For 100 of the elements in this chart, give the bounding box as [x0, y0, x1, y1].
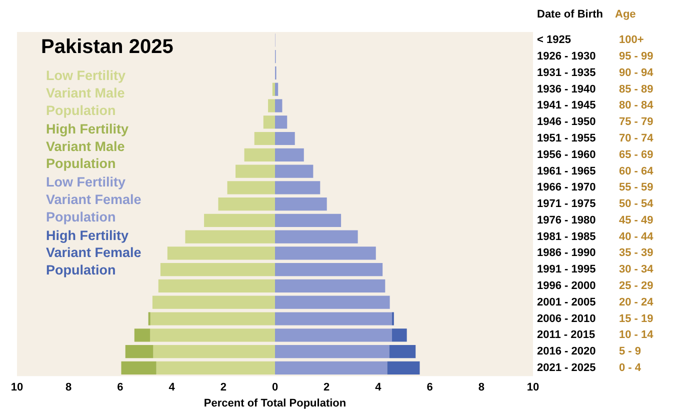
- y-tick-label: 45 - 49: [619, 214, 654, 226]
- y-tick-label: 40 - 44: [619, 230, 654, 243]
- y2-tick-label: 2011 - 2015: [537, 329, 596, 342]
- y-tick-label: 25 - 29: [619, 280, 654, 292]
- x-tick-label: 6: [426, 382, 433, 394]
- y2-tick-label: 1951 - 1955: [537, 132, 596, 145]
- bar: [275, 246, 376, 260]
- bar: [275, 132, 295, 146]
- x-tick-label: 8: [66, 382, 72, 394]
- y-tick-label: 35 - 39: [619, 247, 654, 260]
- bar: [125, 344, 154, 358]
- x-tick-label: 10: [526, 382, 540, 394]
- y2-tick-label: 1956 - 1960: [537, 148, 596, 161]
- y-tick-label: 55 - 59: [619, 182, 654, 194]
- text: High Fertility Variant Male Population: [46, 121, 132, 172]
- y-tick-label: 10 - 14: [619, 329, 654, 342]
- y2-tick-label: < 1925: [537, 34, 571, 46]
- bar: [275, 263, 383, 276]
- bar: [389, 344, 416, 358]
- bar: [275, 279, 386, 293]
- y2-tick-label: 1986 - 1990: [537, 247, 596, 260]
- y2-tick-label: 2016 - 2020: [537, 346, 596, 358]
- bar: [275, 230, 358, 244]
- y-tick-label: 5 - 9: [619, 346, 642, 358]
- y2-axis-title: Date of Birth: [537, 8, 604, 20]
- bar: [275, 181, 320, 194]
- y2-tick-label: 1931 - 1935: [537, 66, 596, 79]
- y-tick-label: 20 - 24: [619, 296, 654, 308]
- y-tick-label: 95 - 99: [619, 50, 654, 63]
- x-tick-label: 8: [478, 382, 484, 394]
- bar: [236, 164, 275, 178]
- x-tick-label: 4: [168, 382, 176, 394]
- y-tick-label: 30 - 34: [619, 264, 654, 276]
- bar: [272, 82, 275, 96]
- bar: [158, 279, 275, 293]
- bar: [275, 148, 304, 162]
- y2-tick-label: 2006 - 2010: [537, 312, 596, 325]
- y-tick-label: 60 - 64: [619, 165, 654, 178]
- bar: [275, 361, 388, 374]
- bar: [263, 116, 275, 129]
- bar: [153, 344, 275, 358]
- y2-tick-label: 1971 - 1975: [537, 198, 596, 210]
- bar: [152, 296, 275, 309]
- y-tick-label: 75 - 79: [619, 116, 654, 128]
- x-tick-label: 0: [272, 382, 278, 394]
- y-tick-label: 90 - 94: [619, 66, 654, 79]
- bar: [275, 328, 392, 342]
- bar: [275, 82, 278, 96]
- x-tick-label: 2: [220, 382, 226, 394]
- chart-title: Pakistan 2025: [41, 36, 174, 58]
- y-tick-label: 70 - 74: [619, 132, 654, 145]
- bar: [167, 246, 275, 260]
- y-tick-label: 80 - 84: [619, 100, 654, 112]
- bar: [275, 312, 392, 326]
- bar: [156, 361, 275, 374]
- y-axis-title: Age: [615, 8, 636, 20]
- y2-tick-label: 1976 - 1980: [537, 214, 596, 226]
- y2-tick-label: 1946 - 1950: [537, 116, 596, 128]
- bar: [392, 328, 407, 342]
- y2-tick-label: 2021 - 2025: [537, 362, 596, 374]
- x-tick-label: 6: [117, 382, 124, 394]
- text: Low Fertility Variant Male Population: [46, 68, 130, 118]
- y-tick-label: 0 - 4: [619, 362, 642, 374]
- bar: [160, 263, 275, 276]
- x-axis-title: Percent of Total Population: [204, 398, 346, 410]
- x-tick-label: 2: [324, 382, 330, 394]
- bar: [275, 214, 342, 227]
- bar: [275, 197, 327, 211]
- text: High Fertility Variant Female Population: [46, 228, 146, 278]
- y-tick-label: 50 - 54: [619, 198, 654, 210]
- y-tick-label: 65 - 69: [619, 148, 654, 161]
- y2-tick-label: 1936 - 1940: [537, 83, 596, 96]
- bar: [218, 197, 275, 211]
- bar: [275, 164, 314, 178]
- y-tick-label: 100+: [619, 34, 644, 46]
- x-tick-label: 10: [10, 382, 24, 394]
- y2-tick-label: 1926 - 1930: [537, 50, 596, 63]
- bar: [275, 344, 390, 358]
- bar: [150, 328, 275, 342]
- bar: [134, 328, 150, 342]
- y2-tick-label: 1991 - 1995: [537, 264, 596, 276]
- bar: [275, 99, 282, 112]
- bar: [244, 148, 275, 162]
- y2-tick-label: 1966 - 1970: [537, 182, 596, 194]
- bar: [121, 361, 156, 374]
- bar: [227, 181, 275, 194]
- y2-tick-label: 1981 - 1985: [537, 230, 596, 243]
- text: Low Fertility Variant Female Population: [46, 174, 146, 224]
- y2-tick-label: 1961 - 1965: [537, 165, 596, 178]
- y2-tick-label: 2001 - 2005: [537, 296, 596, 308]
- bar: [150, 312, 275, 326]
- bar: [268, 99, 275, 112]
- bar: [204, 214, 275, 227]
- bar: [275, 116, 288, 129]
- bar: [387, 361, 420, 374]
- y2-tick-label: 1941 - 1945: [537, 100, 596, 112]
- bar: [185, 230, 275, 244]
- y-tick-label: 15 - 19: [619, 312, 654, 325]
- bar: [275, 296, 390, 309]
- x-tick-label: 4: [375, 382, 382, 394]
